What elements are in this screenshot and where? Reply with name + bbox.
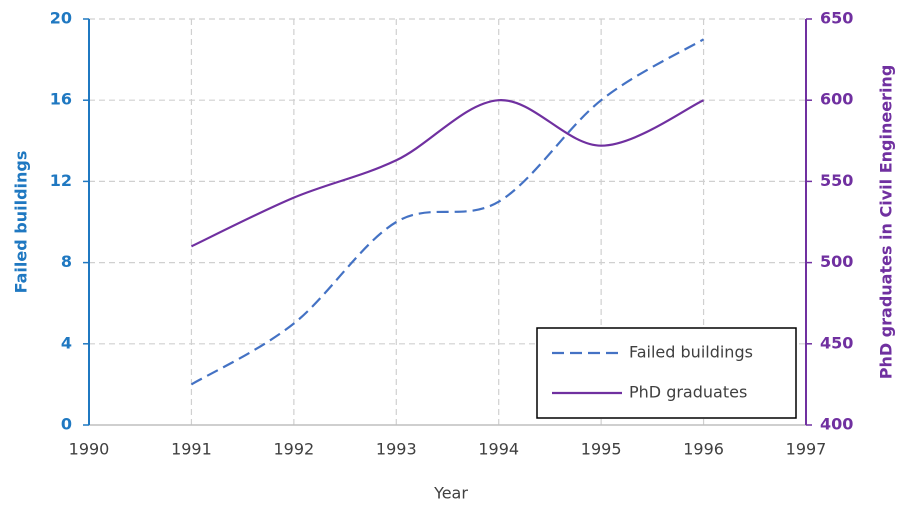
y-tick-label: 8 — [61, 252, 72, 271]
y2-tick-label: 600 — [820, 90, 853, 109]
x-tick-label: 1997 — [786, 440, 827, 459]
x-tick-label: 1996 — [683, 440, 724, 459]
legend: Failed buildings PhD graduates — [536, 327, 797, 419]
line-series — [190, 38, 705, 386]
x-tick-label: 1994 — [478, 440, 519, 459]
y2-axis-title: PhD graduates in Civil Engineering — [877, 65, 896, 380]
y-tick-label: 16 — [50, 90, 72, 109]
y-tick-label: 12 — [50, 171, 72, 190]
y2-tick-label: 500 — [820, 252, 853, 271]
y2-tick-label: 550 — [820, 171, 853, 190]
x-tick-label: 1991 — [171, 440, 212, 459]
x-tick-label: 1992 — [273, 440, 314, 459]
x-tick-label: 1995 — [581, 440, 622, 459]
y-tick-label: 4 — [61, 333, 72, 352]
legend-label: Failed buildings — [629, 343, 753, 362]
y-tick-label: 0 — [61, 415, 72, 434]
y2-tick-label: 400 — [820, 415, 853, 434]
legend-label: PhD graduates — [629, 383, 747, 402]
x-tick-label: 1990 — [69, 440, 110, 459]
y-axis-title: Failed buildings — [12, 151, 31, 294]
x-axis-title: Year — [433, 484, 468, 503]
x-tick-label: 1993 — [376, 440, 417, 459]
line-series — [190, 99, 705, 248]
y2-tick-label: 450 — [820, 333, 853, 352]
y-tick-label: 20 — [50, 9, 72, 28]
legend-box — [536, 327, 797, 419]
y2-tick-label: 650 — [820, 9, 853, 28]
